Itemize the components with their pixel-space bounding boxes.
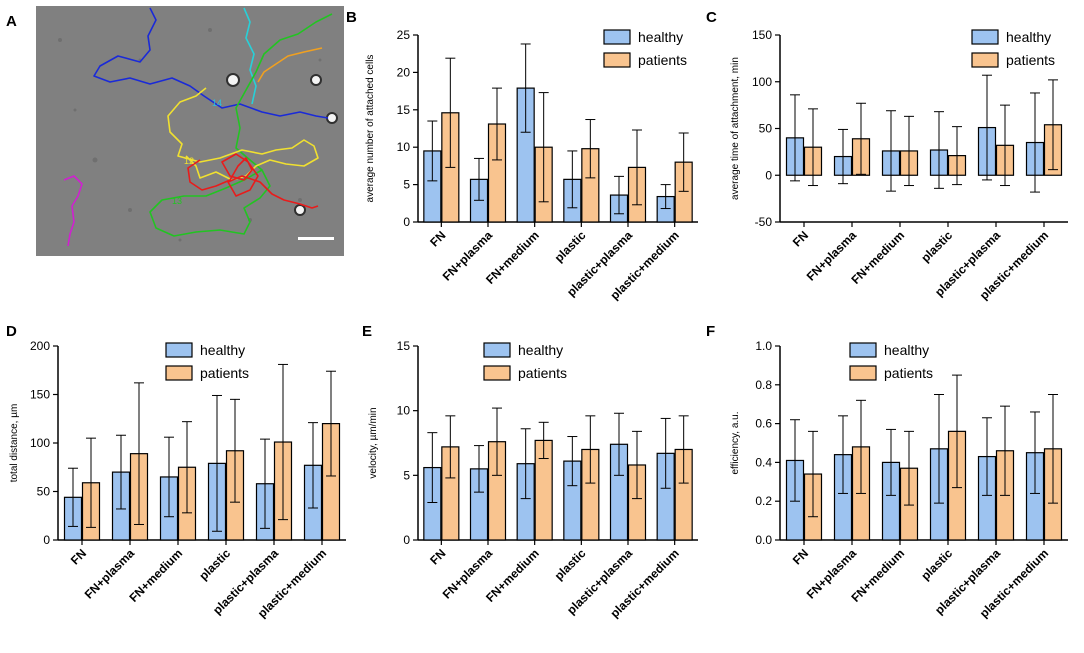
y-tick-label: 0.4 — [755, 455, 772, 469]
y-tick-label: 10 — [397, 140, 411, 154]
legend-swatch-healthy — [603, 29, 631, 45]
legend-label-patients: patients — [200, 365, 249, 381]
track-green — [149, 13, 333, 237]
legend-label-patients: patients — [884, 365, 933, 381]
legend-swatch-patients — [483, 365, 511, 381]
legend-label-healthy: healthy — [200, 342, 245, 358]
legend-swatch-healthy — [971, 29, 999, 45]
track-label: 12 — [184, 156, 194, 166]
track-label: 13 — [172, 196, 182, 206]
x-tick-label: plastic — [918, 546, 955, 583]
y-tick-label: 10 — [397, 404, 411, 418]
panel-letter-a: A — [6, 13, 17, 30]
panel-letter-e: E — [362, 323, 372, 340]
legend-swatch-healthy — [483, 342, 511, 358]
track-blue — [93, 7, 329, 119]
y-tick-label: 100 — [752, 75, 772, 89]
y-axis-label: total distance, µm — [9, 404, 20, 483]
cell-blob — [326, 112, 338, 124]
x-tick-label: plastic — [552, 228, 589, 265]
y-tick-label: 0.2 — [755, 494, 772, 508]
y-tick-label: 15 — [397, 339, 411, 353]
y-tick-label: 0.8 — [755, 378, 772, 392]
y-tick-label: 0 — [403, 533, 410, 547]
track-red — [187, 153, 319, 209]
cell-blob — [226, 73, 240, 87]
panel-letter-f: F — [706, 323, 715, 340]
legend-swatch-patients — [603, 52, 631, 68]
panel-letter-b: B — [346, 9, 357, 26]
y-tick-label: 20 — [397, 65, 411, 79]
panel-letter-c: C — [706, 9, 717, 26]
x-tick-label: plastic — [196, 546, 233, 583]
y-axis-label: average time of attachment, min — [730, 57, 741, 200]
y-tick-label: 0 — [765, 168, 772, 182]
y-axis-label: efficiency, a.u. — [730, 412, 741, 475]
x-tick-label: FN — [790, 546, 811, 567]
y-tick-label: 0.6 — [755, 417, 772, 431]
track-label: 14 — [212, 98, 222, 108]
y-tick-label: 1.0 — [755, 339, 772, 353]
legend-label-healthy: healthy — [884, 342, 929, 358]
legend-label-patients: patients — [638, 52, 687, 68]
y-tick-label: 100 — [30, 436, 50, 450]
legend-swatch-healthy — [849, 342, 877, 358]
y-tick-label: 15 — [397, 103, 411, 117]
legend-swatch-patients — [849, 365, 877, 381]
legend-label-patients: patients — [1006, 52, 1055, 68]
legend-swatch-healthy — [165, 342, 193, 358]
track-cyan — [243, 7, 257, 105]
y-tick-label: 50 — [37, 485, 51, 499]
y-tick-label: 200 — [30, 339, 50, 353]
y-tick-label: 150 — [30, 388, 50, 402]
y-axis-label: average number of attached cells — [365, 55, 376, 203]
y-tick-label: -50 — [755, 215, 773, 229]
y-tick-label: 5 — [403, 178, 410, 192]
y-tick-label: 50 — [759, 122, 773, 136]
chart-b: 0 5 10 15 20 25 average number of attached cel… — [365, 28, 698, 302]
y-tick-label: 0 — [43, 533, 50, 547]
y-tick-label: 5 — [403, 468, 410, 482]
track-orange — [257, 47, 323, 83]
x-tick-label: FN — [427, 228, 448, 249]
x-tick-label: plastic — [918, 228, 955, 265]
legend-label-healthy: healthy — [638, 29, 683, 45]
y-tick-label: 0 — [403, 215, 410, 229]
chart-c: -50 0 50 100 150 average time of attachment, … — [730, 28, 1068, 302]
scale-bar — [298, 237, 334, 240]
y-tick-label: 25 — [397, 28, 411, 42]
legend-swatch-patients — [165, 365, 193, 381]
panel-letter-d: D — [6, 323, 17, 340]
cell-blob — [310, 74, 322, 86]
legend-swatch-patients — [971, 52, 999, 68]
legend-label-healthy: healthy — [518, 342, 563, 358]
microscopy-image: 14 12 13 — [36, 6, 344, 256]
legend-label-patients: patients — [518, 365, 567, 381]
microscopy-background — [36, 6, 344, 256]
cell-blob — [294, 204, 306, 216]
x-tick-label: plastic — [552, 546, 589, 583]
x-tick-label: FN — [790, 228, 811, 249]
legend-label-healthy: healthy — [1006, 29, 1051, 45]
y-tick-label: 0.0 — [755, 533, 772, 547]
x-tick-label: FN — [68, 546, 89, 567]
track-magenta — [63, 175, 83, 247]
x-tick-label: FN — [427, 546, 448, 567]
y-tick-label: 150 — [752, 28, 772, 42]
y-axis-label: velocity, µm/min — [368, 407, 379, 478]
